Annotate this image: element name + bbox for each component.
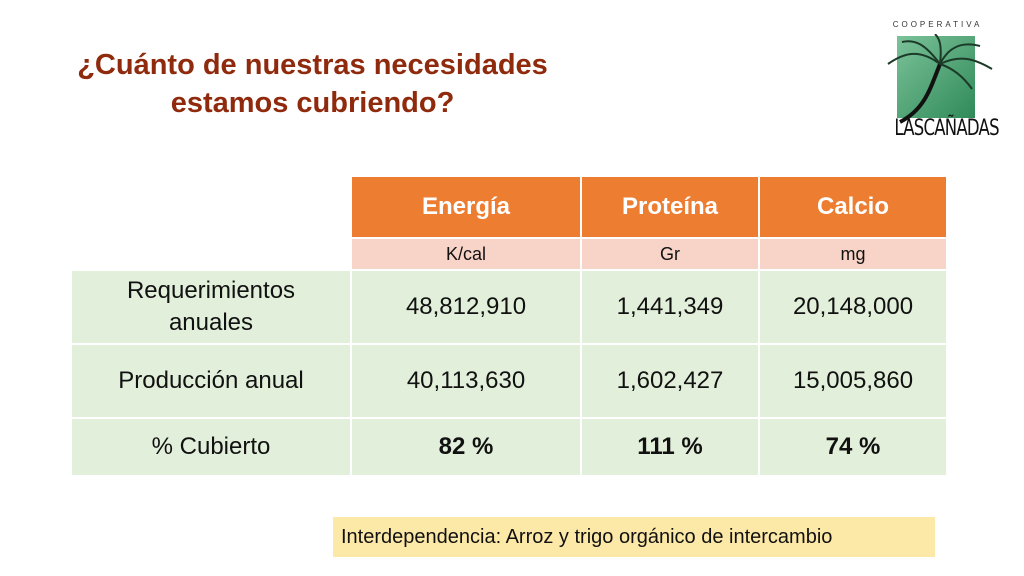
cell: 1,441,349 bbox=[580, 269, 760, 345]
logo-top-text: COOPERATIVA bbox=[892, 20, 983, 29]
palm-tree-icon bbox=[887, 34, 993, 124]
table-row: Requerimientos anuales 48,812,910 1,441,… bbox=[70, 269, 948, 345]
row-label: Producción anual bbox=[70, 343, 352, 419]
cell: 111 % bbox=[580, 417, 760, 477]
header-proteina: Proteína bbox=[580, 175, 760, 239]
slide-title: ¿Cuánto de nuestras necesidades estamos … bbox=[60, 46, 565, 122]
table-row: Producción anual 40,113,630 1,602,427 15… bbox=[70, 343, 948, 419]
unit-cell: K/cal bbox=[350, 237, 582, 271]
units-row: K/cal Gr mg bbox=[70, 237, 948, 271]
row-label-text: Requerimientos anuales bbox=[126, 277, 296, 336]
cell: 15,005,860 bbox=[758, 343, 948, 419]
cell: 74 % bbox=[758, 417, 948, 477]
header-row: Energía Proteína Calcio bbox=[70, 175, 948, 239]
unit-cell: Gr bbox=[580, 237, 760, 271]
header-energia: Energía bbox=[350, 175, 582, 239]
needs-table: Energía Proteína Calcio K/cal Gr mg Requ… bbox=[70, 175, 948, 477]
cell: 20,148,000 bbox=[758, 269, 948, 345]
title-line-2: estamos cubriendo? bbox=[170, 87, 455, 119]
interdependence-note: Interdependencia: Arroz y trigo orgánico… bbox=[333, 517, 935, 557]
cell: 1,602,427 bbox=[580, 343, 760, 419]
header-calcio: Calcio bbox=[758, 175, 948, 239]
cell: 48,812,910 bbox=[350, 269, 582, 345]
unit-cell: mg bbox=[758, 237, 948, 271]
cell: 82 % bbox=[350, 417, 582, 477]
row-label: % Cubierto bbox=[70, 417, 352, 477]
table-row: % Cubierto 82 % 111 % 74 % bbox=[70, 417, 948, 477]
cell: 40,113,630 bbox=[350, 343, 582, 419]
cooperative-logo: COOPERATIVA LASCAÑADAS bbox=[880, 14, 1000, 144]
row-label: Requerimientos anuales bbox=[70, 269, 352, 345]
title-line-1: ¿Cuánto de nuestras necesidades bbox=[77, 49, 548, 81]
logo-name: LASCAÑADAS bbox=[894, 116, 999, 141]
